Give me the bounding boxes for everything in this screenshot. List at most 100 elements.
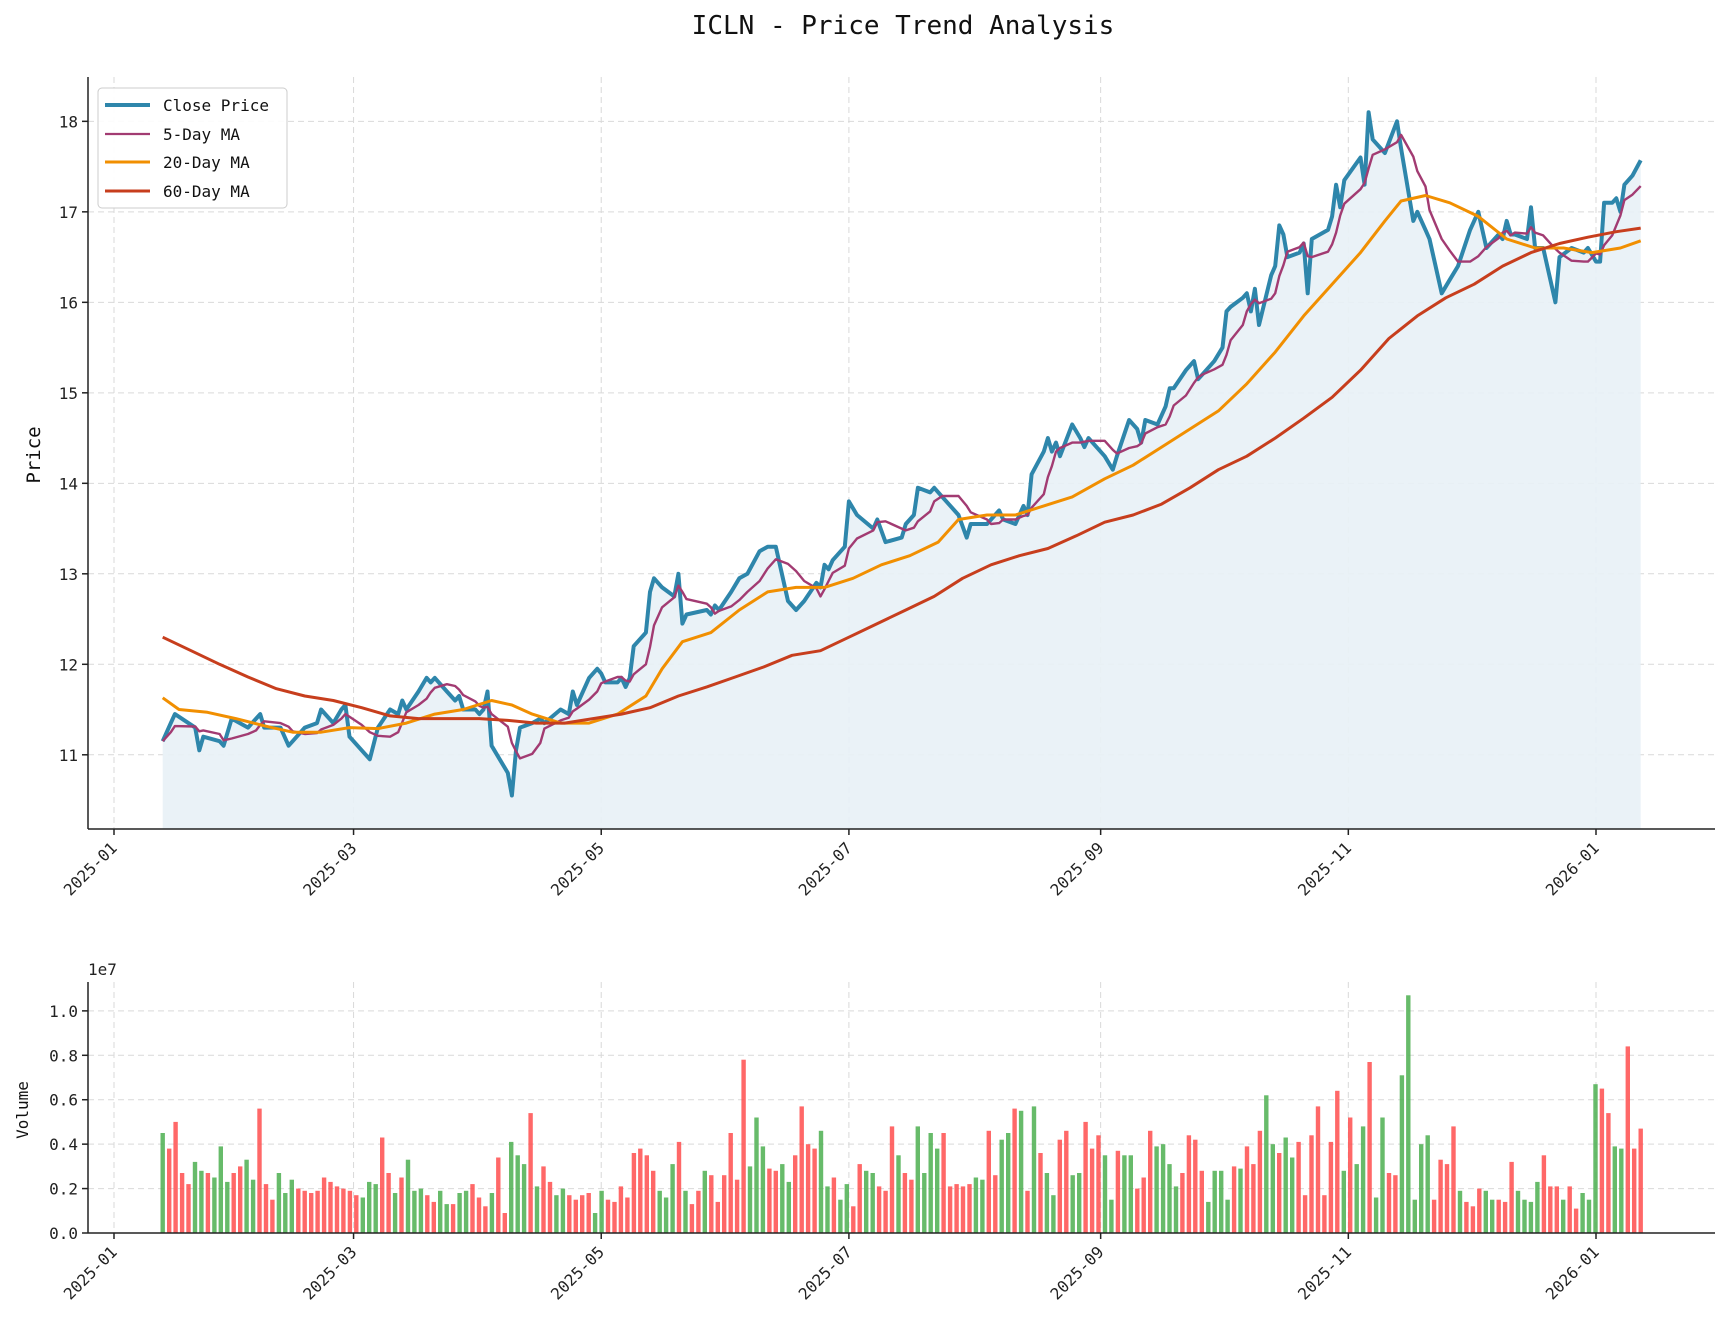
volume-bar (205, 1173, 211, 1233)
volume-bar (580, 1195, 585, 1233)
volume-bar (1109, 1199, 1114, 1233)
volume-bar (1180, 1173, 1185, 1233)
legend-item-ma5: 5-Day MA (105, 125, 240, 144)
volume-bar (612, 1201, 617, 1233)
volume-bar (1399, 1075, 1405, 1233)
volume-bar (167, 1148, 172, 1233)
volume-bar (399, 1177, 404, 1233)
volume-bar (567, 1195, 572, 1233)
volume-bar (960, 1186, 966, 1233)
volume-bar (425, 1195, 430, 1233)
volume-bar (1290, 1157, 1295, 1233)
volume-bar (521, 1164, 527, 1233)
volume-bar (1315, 1106, 1321, 1233)
volume-bar (1612, 1146, 1617, 1233)
volume-bar (1064, 1130, 1069, 1233)
volume-bar (909, 1179, 914, 1233)
volume-bar (676, 1141, 682, 1233)
volume-bar (509, 1141, 514, 1233)
volume-bar (1619, 1148, 1624, 1233)
volume-bar (1193, 1139, 1198, 1233)
volume-bar (238, 1166, 243, 1233)
volume-bar (857, 1164, 862, 1233)
volume-bar (734, 1179, 740, 1233)
volume-bar (496, 1157, 501, 1233)
volume-bar (786, 1181, 791, 1233)
volume-bar (696, 1190, 701, 1233)
volume-bar (1186, 1135, 1192, 1233)
volume-bar (1244, 1146, 1250, 1233)
volume-bar (1283, 1137, 1288, 1233)
volume-bar (438, 1190, 443, 1233)
volume-bar (1077, 1173, 1082, 1233)
price-y-tick-label: 11 (59, 746, 78, 765)
volume-x-tick-label: 2025-09 (1046, 1242, 1107, 1303)
volume-bar (515, 1155, 520, 1233)
volume-bar (560, 1188, 566, 1233)
price-y-tick-label: 17 (59, 203, 78, 222)
price-y-tick-label: 13 (59, 565, 78, 584)
volume-bar (528, 1113, 533, 1233)
volume-bar (250, 1179, 256, 1233)
svg-text:Close Price: Close Price (163, 96, 269, 115)
chart-title: ICLN - Price Trend Analysis (692, 11, 1115, 41)
volume-bar (793, 1155, 798, 1233)
volume-bar (722, 1175, 727, 1233)
price-y-tick-label: 15 (59, 384, 78, 403)
volume-bar (315, 1190, 320, 1233)
volume-bar (1302, 1195, 1308, 1233)
volume-bar (1367, 1062, 1372, 1233)
volume-bar (1360, 1126, 1366, 1233)
volume-bar (1470, 1206, 1476, 1233)
volume-bar (663, 1197, 669, 1233)
volume-bar (1393, 1175, 1398, 1233)
volume-bar (483, 1206, 488, 1233)
volume-bar (1438, 1159, 1443, 1233)
volume-bar (947, 1186, 953, 1233)
volume-y-tick-label: 1.0 (49, 1002, 78, 1021)
volume-bar (1586, 1199, 1592, 1233)
volume-bar (1012, 1108, 1017, 1233)
volume-bar (605, 1199, 611, 1233)
volume-y-tick-label: 0.0 (49, 1224, 78, 1243)
volume-bar (283, 1193, 288, 1233)
volume-bar (431, 1201, 436, 1233)
volume-bar (1502, 1201, 1508, 1233)
volume-bar (218, 1146, 223, 1233)
volume-bar (1509, 1161, 1514, 1233)
volume-bar (1083, 1121, 1088, 1233)
volume-bar (199, 1170, 204, 1233)
price-axes (87, 77, 1715, 830)
volume-bar (412, 1190, 417, 1233)
volume-y-tick-label: 0.2 (49, 1180, 78, 1199)
volume-axis-label: Volume (13, 1081, 32, 1139)
volume-bar (928, 1133, 933, 1233)
volume-bar (328, 1181, 333, 1233)
volume-bar (683, 1190, 688, 1233)
volume-bar (715, 1201, 720, 1233)
volume-x-tick-label: 2026-01 (1542, 1242, 1603, 1303)
volume-bar (309, 1193, 314, 1233)
volume-bar (1515, 1190, 1521, 1233)
volume-bar (1431, 1199, 1437, 1233)
volume-bar (670, 1164, 675, 1233)
volume-bar (450, 1204, 456, 1233)
volume-bar (534, 1186, 540, 1233)
volume-bar (1580, 1193, 1585, 1233)
price-y-tick-label: 18 (59, 112, 78, 131)
volume-bar (870, 1173, 875, 1233)
price-axis-label: Price (23, 426, 45, 483)
volume-bar (657, 1190, 662, 1233)
volume-axes (87, 982, 1715, 1234)
volume-bar (1251, 1164, 1256, 1233)
volume-bar (263, 1184, 269, 1233)
volume-bar (1231, 1166, 1237, 1233)
volume-bar (1160, 1144, 1166, 1233)
volume-bar (302, 1190, 307, 1233)
volume-bar (1025, 1190, 1030, 1233)
volume-bar (625, 1197, 630, 1233)
volume-bar (186, 1184, 191, 1233)
volume-bar (541, 1166, 546, 1233)
volume-bar (1199, 1170, 1204, 1233)
volume-y-tick-label: 0.6 (49, 1091, 78, 1110)
